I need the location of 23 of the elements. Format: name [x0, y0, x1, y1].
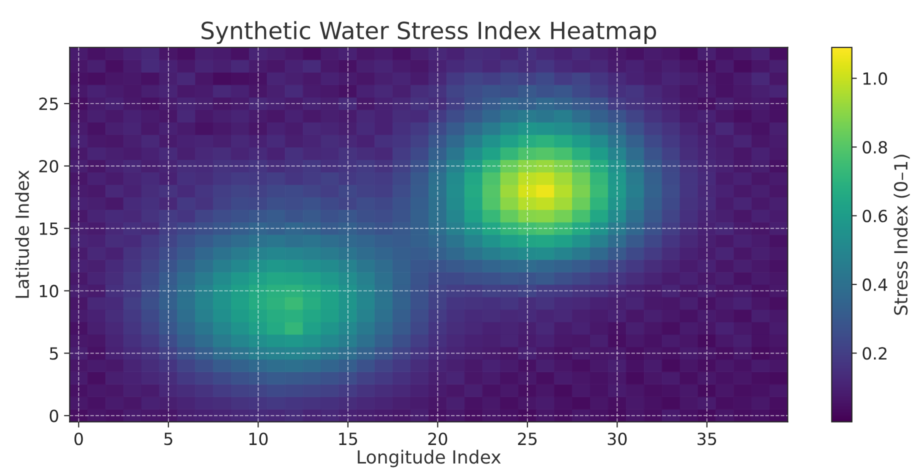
x-tick-label: 35: [698, 432, 716, 446]
x-tick-label: 30: [608, 432, 627, 446]
color-bar-label: 0.4: [862, 278, 888, 292]
y-axis-title: Latitude Index: [15, 170, 30, 298]
y-tick-label: 15: [40, 222, 58, 235]
color-bar-label: 0.8: [862, 140, 887, 154]
y-tick-label: 10: [40, 284, 58, 298]
x-tick-label: 20: [428, 432, 448, 446]
x-tick-label: 25: [518, 432, 537, 446]
x-tick-label: 10: [249, 432, 268, 446]
y-tick-label: 0: [50, 410, 58, 422]
color-bar-label: 1.0: [863, 72, 888, 85]
y-tick-label: 5: [50, 347, 58, 360]
x-tick-label: 15: [339, 432, 358, 446]
x-tick-label: 0: [74, 432, 83, 446]
y-tick-label: 20: [39, 160, 58, 173]
y-tick-label: 25: [39, 98, 58, 110]
color-bar-title: Stress Index (0–1): [894, 154, 910, 315]
chart-title: Synthetic Water Stress Index Heatmap: [202, 21, 656, 44]
color-bar-label: 0.6: [862, 210, 888, 222]
x-tick-label: 5: [164, 432, 172, 446]
color-bar-label: 0.2: [862, 347, 886, 360]
x-axis-title: Longitude Index: [358, 450, 501, 468]
